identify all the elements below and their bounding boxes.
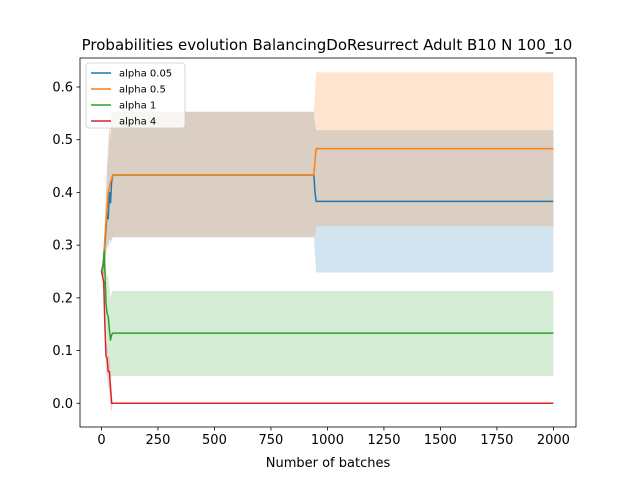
- legend-label-1: alpha 0.05: [119, 69, 172, 80]
- y-tick-label: 0.0: [52, 397, 73, 412]
- legend-box: [85, 62, 186, 129]
- plot-frame: [79, 57, 577, 428]
- x-tick-label: 0: [97, 433, 105, 448]
- x-tick-label: 1500: [424, 433, 457, 448]
- x-tick-label: 1250: [367, 433, 400, 448]
- x-tick-label: 500: [202, 433, 227, 448]
- confidence-band-series-1: [101, 111, 554, 277]
- legend-label-2: alpha 0.5: [119, 85, 166, 96]
- x-tick-label: 1000: [311, 433, 344, 448]
- x-tick-label: 750: [259, 433, 284, 448]
- plot-content: [100, 72, 554, 412]
- y-tick-label: 0.6: [52, 80, 73, 95]
- chart-title: Probabilities evolution BalancingDoResur…: [82, 36, 573, 55]
- series-line-2: [100, 147, 554, 272]
- y-tick-label: 0.5: [52, 133, 73, 148]
- y-tick-label: 0.1: [52, 344, 73, 359]
- legend: alpha 0.05 alpha 0.5 alpha 1 alpha 4: [85, 62, 186, 129]
- x-axis: 0 250 500 750 1000 1250 1500 1750 2000: [97, 427, 570, 448]
- legend-label-4: alpha 4: [119, 117, 156, 128]
- y-tick-label: 0.3: [52, 239, 73, 254]
- series-line-3: [100, 249, 554, 341]
- y-tick-label: 0.2: [52, 291, 73, 306]
- x-tick-label: 1750: [480, 433, 513, 448]
- confidence-band-series-3: [101, 239, 554, 377]
- y-tick-label: 0.4: [52, 186, 73, 201]
- x-tick-label: 250: [146, 433, 171, 448]
- legend-label-3: alpha 1: [119, 101, 156, 112]
- x-axis-label: Number of batches: [266, 456, 391, 471]
- series-line-4: [100, 271, 554, 405]
- y-axis: 0.0 0.1 0.2 0.3 0.4 0.5 0.6: [52, 80, 80, 412]
- plot-area: [79, 57, 577, 428]
- confidence-band-series-2: [101, 72, 554, 277]
- x-tick-label: 2000: [537, 433, 570, 448]
